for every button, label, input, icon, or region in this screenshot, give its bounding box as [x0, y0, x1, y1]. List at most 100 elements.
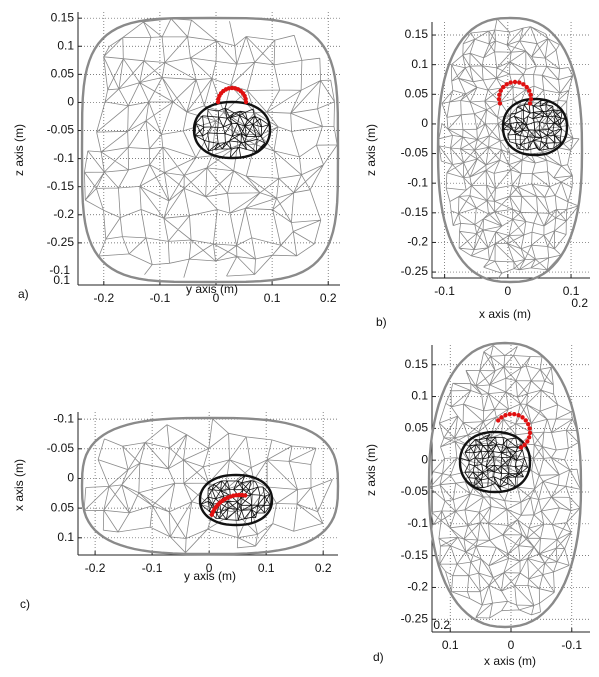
mesh-outline [198, 473, 274, 527]
catheter-point [243, 99, 249, 105]
y-tick-label: -0.1 [53, 151, 74, 165]
panel-label: d) [373, 650, 384, 664]
x-tick-label: 0 [213, 291, 220, 305]
y-axis-label: z axis (m) [12, 124, 26, 176]
catheter-point [243, 493, 248, 498]
catheter-point [518, 445, 524, 450]
y-tick-label: 0.1 [411, 389, 428, 403]
catheter-point [520, 415, 525, 420]
panel: -0.1 -0.05 0 0.05 0.1 -0.2 -0.1 0 0.1 0.2 c) y axis… [12, 411, 340, 611]
y-axis-label: z axis (m) [364, 124, 378, 176]
x-tick-label: -0.1 [434, 284, 455, 298]
mesh-outline [501, 97, 569, 157]
catheter-point [528, 92, 533, 98]
catheter-point [497, 101, 503, 106]
x-axis-label: y axis (m) [186, 282, 238, 296]
y-tick-label: 0.15 [405, 357, 429, 371]
y-tick-label: -0.2 [407, 235, 428, 249]
catheter-point [526, 421, 531, 427]
panel: 0.15 0.1 0.05 0 -0.05 -0.1 -0.15 -0.2 -0.25 -0.1 0… [364, 16, 590, 329]
catheter-point [496, 418, 501, 423]
y-tick-label: -0.25 [401, 611, 429, 625]
mesh [429, 345, 581, 619]
x-tick-label: -0.1 [561, 638, 582, 652]
x-axis-label: x axis (m) [479, 307, 531, 321]
catheter-point [503, 413, 508, 418]
mesh-outline [458, 430, 532, 494]
y-axis-label: x axis (m) [12, 459, 26, 511]
y-tick-label: -0.15 [47, 179, 75, 193]
y-tick-label: 0.1 [57, 530, 74, 544]
panel-label: b) [376, 315, 387, 329]
y-tick-label: -0.1 [407, 175, 428, 189]
x-tick-label: 0.1 [442, 638, 459, 652]
catheter-point [525, 439, 530, 444]
catheter-point [499, 415, 504, 420]
x-tick-label: -0.1 [150, 291, 171, 305]
catheter-point [512, 79, 518, 85]
y-tick-label: -0.05 [47, 441, 75, 455]
catheter-point [527, 88, 532, 93]
y-tick-label: -0.1 [407, 516, 428, 530]
catheter-point [501, 84, 506, 90]
catheter-point [512, 411, 517, 417]
catheter-point [497, 92, 502, 98]
panel-label: a) [18, 287, 29, 301]
panel: 0.15 0.1 0.05 0 -0.05 -0.1 -0.15 -0.2 -0.25 -0.2 -… [12, 10, 340, 305]
mesh-outline [80, 16, 340, 284]
catheter-point [507, 411, 512, 417]
x-tick-label: 0 [206, 561, 213, 575]
mesh [438, 18, 580, 280]
catheter-point [498, 88, 503, 93]
x-tick-label: -0.2 [85, 561, 106, 575]
mesh-outline [192, 100, 272, 160]
x-tick-label: 0.2 [320, 291, 337, 305]
x-tick-label: 0 [508, 638, 515, 652]
y-tick-label: 0.05 [51, 500, 75, 514]
y-tick-label: -0.05 [47, 123, 75, 137]
annotation: 0.2 [571, 296, 588, 310]
catheter-point [528, 96, 534, 102]
annotation: 0.1 [53, 273, 70, 287]
y-tick-label: 0 [421, 116, 428, 130]
x-tick-label: 0.1 [563, 284, 580, 298]
catheter-point [508, 80, 513, 85]
mesh [460, 433, 529, 492]
catheter-point [517, 80, 522, 85]
catheter-point [521, 82, 526, 87]
y-tick-label: -0.15 [401, 548, 429, 562]
y-tick-label: -0.2 [407, 580, 428, 594]
y-tick-label: 0.05 [405, 421, 429, 435]
mesh-outline [427, 341, 583, 629]
catheter-point [524, 84, 529, 90]
y-tick-label: -0.25 [401, 264, 429, 278]
catheter-point [516, 413, 521, 418]
x-tick-label: 0.1 [264, 291, 281, 305]
y-tick-label: 0.05 [405, 86, 429, 100]
mesh [194, 103, 269, 158]
y-axis-label: z axis (m) [364, 444, 378, 496]
mesh [502, 99, 566, 151]
y-tick-label: 0.1 [411, 57, 428, 71]
y-tick-label: -0.05 [401, 484, 429, 498]
y-tick-label: -0.05 [401, 146, 429, 160]
catheter-point [523, 418, 528, 423]
catheter-point [522, 442, 527, 448]
mesh-outline [80, 416, 340, 556]
x-tick-label: 0.2 [315, 561, 332, 575]
mesh [83, 418, 333, 553]
y-tick-label: 0.1 [57, 38, 74, 52]
y-tick-label: 0 [67, 95, 74, 109]
annotation: 0.2 [433, 618, 450, 632]
panel-label: c) [20, 597, 30, 611]
mesh [84, 18, 338, 278]
mesh-outline [436, 16, 584, 284]
y-tick-label: -0.25 [47, 235, 75, 249]
x-tick-label: -0.2 [93, 291, 114, 305]
y-tick-label: 0.15 [405, 27, 429, 41]
annotation: -0.1 [49, 263, 70, 277]
catheter-point [527, 426, 532, 431]
y-tick-label: -0.1 [53, 411, 74, 425]
y-tick-label: 0 [67, 471, 74, 485]
